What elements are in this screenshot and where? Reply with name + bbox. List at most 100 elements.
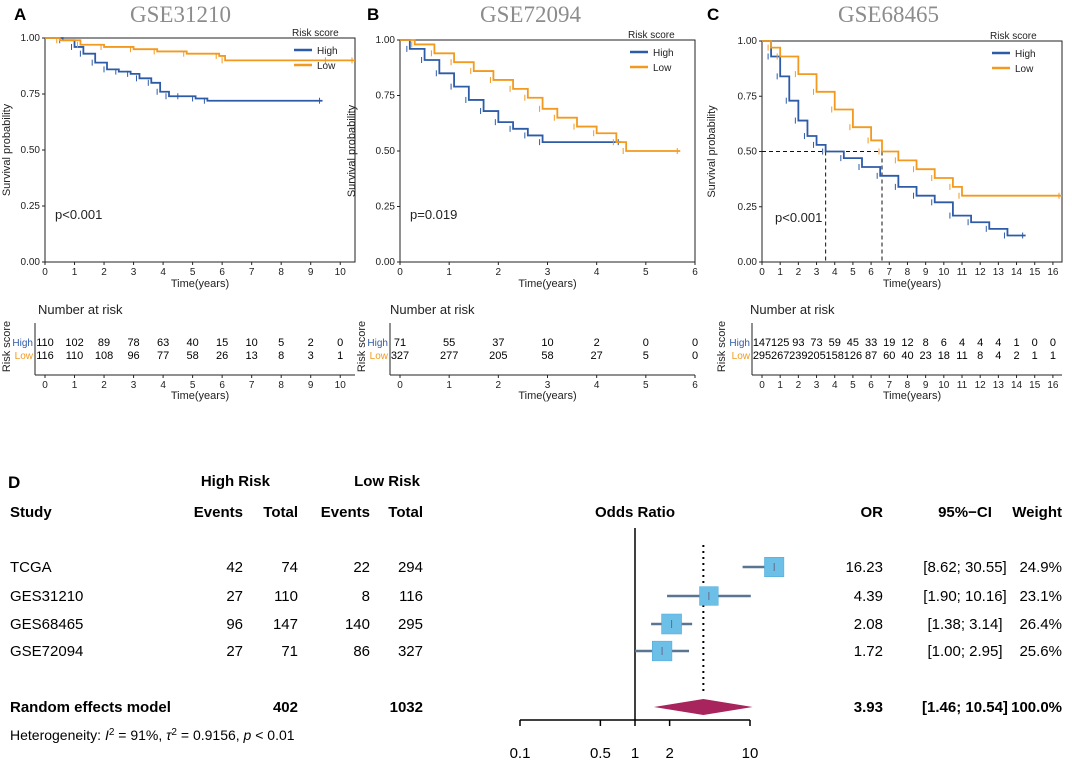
risk-count: 0 xyxy=(643,337,649,349)
x-tick-label: 14 xyxy=(1011,267,1023,278)
risk-count: 11 xyxy=(956,350,967,362)
risk-x-tick-label: 0 xyxy=(759,380,765,391)
risk-count: 0 xyxy=(692,337,698,349)
low-risk-header: Low Risk xyxy=(354,473,421,490)
x-axis-label: Time(years) xyxy=(171,278,229,290)
risk-count: 89 xyxy=(98,337,110,349)
x-tick-label: 4 xyxy=(832,267,838,278)
or-value: 4.39 xyxy=(854,588,883,605)
pooled-label: Random effects model xyxy=(10,699,171,716)
y-tick-label: 0.75 xyxy=(376,91,396,102)
high-events: 27 xyxy=(226,643,243,660)
risk-count: 1 xyxy=(337,350,343,362)
pooled-diamond xyxy=(653,699,753,715)
risk-count: 8 xyxy=(278,350,284,362)
legend-label-low: Low xyxy=(317,61,336,72)
pooled-weight: 100.0% xyxy=(1011,699,1062,716)
panel-letter: A xyxy=(14,5,26,24)
risk-x-tick-label: 13 xyxy=(993,380,1005,391)
risk-row-label-high: High xyxy=(12,338,33,349)
y-tick-label: 0.25 xyxy=(376,202,396,213)
risk-count: 8 xyxy=(923,337,929,349)
legend-label-high: High xyxy=(653,48,674,59)
y-tick-label: 0.00 xyxy=(376,257,396,268)
pooled-ci: [1.46; 10.54] xyxy=(922,699,1008,716)
risk-count: 0 xyxy=(1032,337,1038,349)
weight-value: 23.1% xyxy=(1019,588,1062,605)
risk-count: 87 xyxy=(865,350,877,362)
panel-letter: B xyxy=(367,5,379,24)
risk-count: 327 xyxy=(391,350,409,362)
forest-x-tick-label: 1 xyxy=(631,745,639,762)
risk-x-axis-label: Time(years) xyxy=(518,390,576,402)
y-tick-label: 0.25 xyxy=(21,201,41,212)
x-tick-label: 4 xyxy=(594,267,600,278)
risk-count: 63 xyxy=(157,337,169,349)
risk-count: 0 xyxy=(1050,337,1056,349)
forest-x-tick-label: 0.5 xyxy=(590,745,611,762)
risk-x-tick-label: 5 xyxy=(190,380,196,391)
legend-title: Risk score xyxy=(628,30,675,41)
x-tick-label: 0 xyxy=(42,267,48,278)
study-name: GSE72094 xyxy=(10,643,83,660)
ci-value: [1.90; 10.16] xyxy=(923,588,1006,605)
ci-value: [1.00; 2.95] xyxy=(927,643,1002,660)
risk-x-tick-label: 9 xyxy=(308,380,314,391)
risk-x-tick-label: 16 xyxy=(1047,380,1059,391)
risk-count: 2 xyxy=(1013,350,1019,362)
high-total: 74 xyxy=(281,559,298,576)
high-total: 147 xyxy=(273,616,298,633)
risk-count: 78 xyxy=(127,337,139,349)
legend-title: Risk score xyxy=(990,31,1037,42)
x-tick-label: 10 xyxy=(335,267,347,278)
risk-x-tick-label: 8 xyxy=(278,380,284,391)
risk-x-tick-label: 4 xyxy=(832,380,838,391)
p-value: p<0.001 xyxy=(775,210,822,225)
study-row: GES31210 27 110 8 116 4.39 [1.90; 10.16] 23.1% xyxy=(10,586,1062,606)
risk-x-tick-label: 12 xyxy=(975,380,987,391)
risk-count: 23 xyxy=(920,350,932,362)
x-tick-label: 2 xyxy=(796,267,802,278)
x-tick-label: 16 xyxy=(1047,267,1059,278)
study-name: TCGA xyxy=(10,559,52,576)
x-tick-label: 9 xyxy=(308,267,314,278)
risk-count: 5 xyxy=(278,337,284,349)
pooled-or: 3.93 xyxy=(854,699,883,716)
risk-count: 15 xyxy=(216,337,228,349)
risk-count: 60 xyxy=(883,350,895,362)
study-row: TCGA 42 74 22 294 16.23 [8.62; 30.55] 24.9% xyxy=(10,557,1062,577)
low-events: 8 xyxy=(362,588,370,605)
panel-letter: C xyxy=(707,5,719,24)
legend-title: Risk score xyxy=(292,28,339,39)
x-tick-label: 5 xyxy=(643,267,649,278)
risk-count: 4 xyxy=(995,337,1001,349)
km-curve-low xyxy=(45,37,355,62)
risk-x-tick-label: 15 xyxy=(1029,380,1041,391)
risk-count: 205 xyxy=(807,350,825,362)
or-value: 16.23 xyxy=(845,559,883,576)
risk-x-tick-label: 4 xyxy=(160,380,166,391)
km-curve-low xyxy=(400,39,681,152)
risk-x-tick-label: 3 xyxy=(814,380,820,391)
risk-count: 3 xyxy=(308,350,314,362)
risk-count: 205 xyxy=(489,350,507,362)
risk-count: 13 xyxy=(246,350,258,362)
risk-table-title: Number at risk xyxy=(38,302,123,317)
x-tick-label: 2 xyxy=(496,267,502,278)
y-tick-label: 0.50 xyxy=(738,147,758,158)
legend-label-low: Low xyxy=(1015,64,1034,75)
risk-count: 2 xyxy=(308,337,314,349)
x-tick-label: 2 xyxy=(101,267,107,278)
ci-header: 95%−CI xyxy=(938,504,992,521)
risk-row-label-low: Low xyxy=(732,351,751,362)
high-total: 110 xyxy=(274,588,298,605)
risk-count: 1 xyxy=(1013,337,1019,349)
low-total-header: Total xyxy=(388,504,423,521)
risk-count: 93 xyxy=(792,337,804,349)
risk-x-tick-label: 2 xyxy=(796,380,802,391)
x-tick-label: 4 xyxy=(160,267,166,278)
x-tick-label: 0 xyxy=(397,267,403,278)
y-tick-label: 0.50 xyxy=(21,145,41,156)
weight-value: 26.4% xyxy=(1019,616,1062,633)
x-tick-label: 3 xyxy=(131,267,137,278)
